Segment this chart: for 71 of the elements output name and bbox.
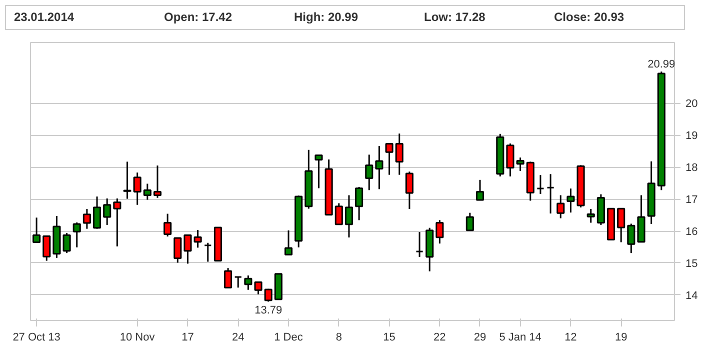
candlestick bbox=[586, 208, 595, 224]
text: High: 20.99 bbox=[294, 9, 360, 26]
candlestick bbox=[123, 160, 132, 200]
candlestick bbox=[264, 288, 272, 302]
candlestick bbox=[72, 222, 81, 248]
x-tick-label: 24 bbox=[232, 332, 244, 344]
candlestick bbox=[92, 196, 102, 230]
y-tick-label: 14 bbox=[686, 290, 698, 302]
y-tick-label: 18 bbox=[686, 162, 698, 174]
y-tick-label: 15 bbox=[686, 258, 698, 270]
candlestick bbox=[344, 194, 353, 238]
candlestick bbox=[334, 202, 343, 226]
candlestick bbox=[153, 164, 162, 199]
candlestick bbox=[42, 235, 51, 262]
y-tick-label: 17 bbox=[686, 194, 698, 206]
x-tick-label: 22 bbox=[434, 332, 446, 344]
candlestick bbox=[506, 142, 514, 178]
candlestick bbox=[103, 198, 112, 226]
candlestick bbox=[415, 231, 424, 258]
candlestick bbox=[314, 154, 323, 189]
x-tick-label: 15 bbox=[383, 332, 396, 344]
candlestick bbox=[194, 229, 202, 248]
x-tick-label: 17 bbox=[182, 332, 194, 344]
candlestick bbox=[627, 222, 636, 254]
candlestick bbox=[234, 276, 242, 288]
candlestick bbox=[143, 182, 152, 200]
x-tick-label: 8 bbox=[336, 332, 342, 344]
x-tick-label: 19 bbox=[614, 332, 628, 344]
candlestick bbox=[244, 274, 252, 291]
candlestick bbox=[566, 188, 575, 214]
candlestick bbox=[536, 174, 544, 195]
candlestick bbox=[82, 208, 91, 230]
x-tick-label: 12 bbox=[564, 332, 577, 344]
x-tick-label: 5 Jan 14 bbox=[499, 332, 542, 344]
candlestick bbox=[516, 156, 524, 172]
candlestick bbox=[395, 132, 404, 176]
candlestick bbox=[375, 145, 384, 190]
candlestick bbox=[284, 230, 293, 256]
annotation: 20.99 bbox=[648, 58, 676, 71]
candlestick bbox=[365, 154, 374, 191]
candlestick bbox=[405, 170, 414, 210]
candlestick bbox=[62, 232, 71, 254]
text: Open: 17.42 bbox=[164, 9, 234, 26]
x-tick-label: 29 bbox=[474, 332, 486, 344]
candlestick bbox=[133, 172, 142, 206]
candlestick bbox=[546, 173, 555, 214]
chart-title: 23.01.2014 bbox=[14, 9, 76, 26]
candlestick bbox=[436, 219, 444, 244]
candlestick bbox=[204, 242, 212, 262]
candlestick bbox=[32, 216, 41, 244]
candlestick bbox=[466, 212, 474, 232]
y-tick-label: 20 bbox=[686, 98, 698, 110]
candlestick bbox=[254, 281, 262, 296]
candlestick bbox=[556, 194, 565, 219]
annotation: 13.79 bbox=[254, 304, 282, 317]
candlestick bbox=[184, 234, 192, 264]
candlestick bbox=[113, 198, 122, 248]
y-tick-label: 19 bbox=[686, 130, 698, 142]
x-tick-label: 27 Oct 13 bbox=[12, 332, 60, 344]
candlestick bbox=[174, 237, 182, 264]
candlestick bbox=[617, 208, 626, 243]
candlestick bbox=[164, 213, 172, 238]
y-tick-label: 16 bbox=[686, 226, 698, 238]
x-tick-label: 10 Nov bbox=[120, 332, 156, 344]
text: Close: 20.93 bbox=[554, 9, 626, 26]
candlestick bbox=[355, 186, 364, 221]
candlestick bbox=[476, 179, 484, 201]
text: Low: 17.28 bbox=[424, 9, 486, 26]
x-tick-label: 1 Dec bbox=[274, 332, 304, 344]
candlestick bbox=[224, 267, 232, 288]
candlestick bbox=[385, 143, 394, 176]
